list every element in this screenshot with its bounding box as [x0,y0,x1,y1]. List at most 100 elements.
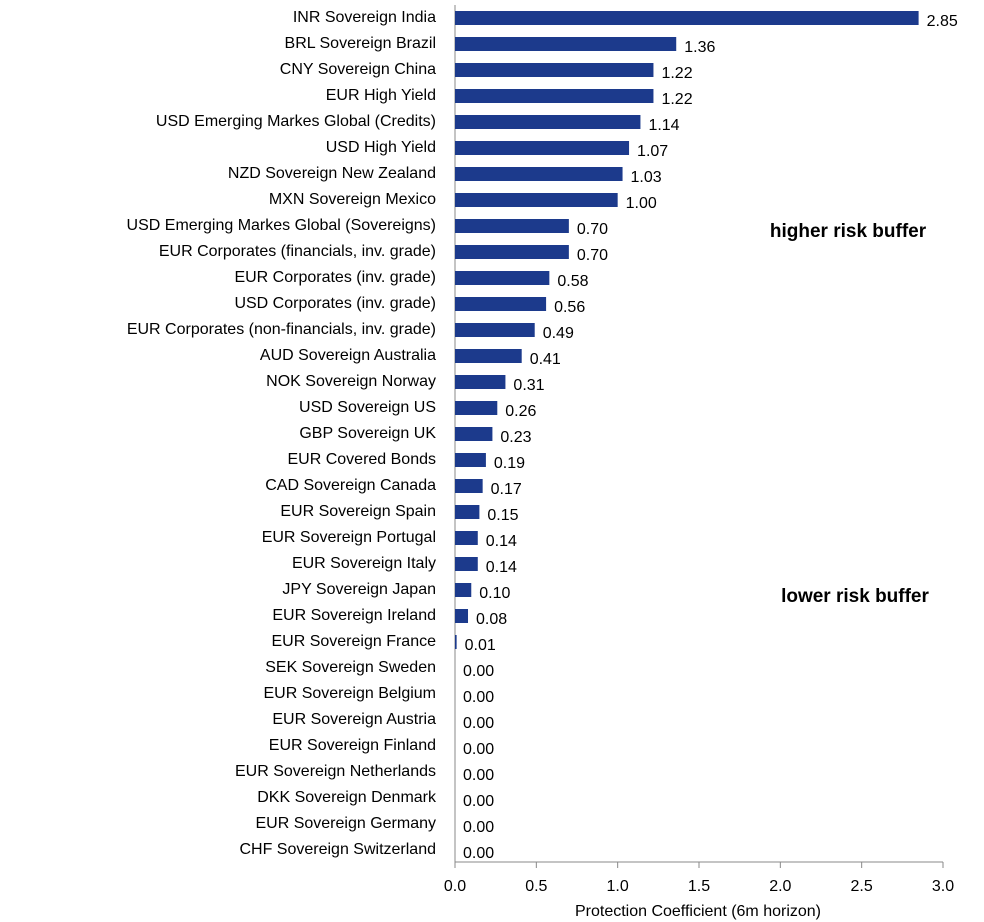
bar [455,245,569,259]
value-label: 0.00 [463,819,494,836]
bar [455,141,630,155]
value-label: 0.70 [577,247,608,264]
y-tick-label: NZD Sovereign New Zealand [228,165,436,182]
bar [455,63,654,77]
bar [455,427,493,441]
value-label: 0.70 [577,221,608,238]
y-tick-label: INR Sovereign India [293,9,436,26]
x-tick-label: 0.5 [525,878,547,895]
value-label: 0.00 [463,793,494,810]
bar [455,635,457,649]
y-tick-label: USD High Yield [326,139,436,156]
y-tick-label: MXN Sovereign Mexico [269,191,436,208]
y-tick-label: GBP Sovereign UK [299,425,436,442]
y-tick-label: USD Sovereign US [299,399,436,416]
y-tick-label: EUR Sovereign Spain [280,503,436,520]
value-label: 0.14 [486,533,517,550]
y-tick-label: NOK Sovereign Norway [266,373,436,390]
y-tick-label: CNY Sovereign China [280,61,436,78]
y-tick-label: USD Emerging Markes Global (Credits) [156,113,436,130]
y-tick-label: EUR Sovereign Finland [269,737,436,754]
x-tick-label: 1.0 [607,878,629,895]
bar [455,375,506,389]
y-tick-label: USD Corporates (inv. grade) [234,295,436,312]
bar [455,505,480,519]
value-label: 1.03 [631,169,662,186]
x-tick-label: 3.0 [932,878,954,895]
value-label: 0.58 [557,273,588,290]
value-label: 0.26 [505,403,536,420]
annotation: higher risk buffer [770,221,927,242]
y-tick-label: EUR Sovereign Netherlands [235,763,436,780]
value-label: 0.01 [465,637,496,654]
y-tick-label: EUR Sovereign Austria [272,711,436,728]
y-tick-label: EUR Sovereign Germany [255,815,436,832]
bar [455,557,478,571]
y-tick-label: DKK Sovereign Denmark [257,789,437,806]
value-label: 1.14 [648,117,679,134]
x-tick-label: 0.0 [444,878,466,895]
value-label: 0.14 [486,559,517,576]
bar [455,349,522,363]
y-tick-label: EUR Sovereign Belgium [263,685,436,702]
y-tick-label: EUR High Yield [326,87,436,104]
value-label: 1.07 [637,143,668,160]
bar [455,193,618,207]
y-tick-label: EUR Sovereign Ireland [272,607,436,624]
y-tick-label: AUD Sovereign Australia [260,347,436,364]
value-label: 0.08 [476,611,507,628]
value-label: 0.00 [463,767,494,784]
bar [455,11,919,25]
value-label: 0.15 [487,507,518,524]
bar [455,323,535,337]
bar [455,219,569,233]
value-label: 1.00 [626,195,657,212]
y-tick-label: EUR Sovereign France [271,633,436,650]
x-axis-label: Protection Coefficient (6m horizon) [575,903,821,920]
x-tick-label: 2.0 [769,878,791,895]
bar [455,479,483,493]
value-label: 0.56 [554,299,585,316]
y-tick-label: CHF Sovereign Switzerland [239,841,436,858]
bar [455,115,641,129]
value-label: 0.00 [463,715,494,732]
y-tick-label: CAD Sovereign Canada [265,477,436,494]
value-label: 0.41 [530,351,561,368]
y-tick-label: EUR Sovereign Italy [292,555,436,572]
value-label: 0.19 [494,455,525,472]
bar [455,167,623,181]
y-tick-label: EUR Corporates (inv. grade) [234,269,436,286]
value-label: 0.10 [479,585,510,602]
value-label: 0.23 [500,429,531,446]
value-label: 1.36 [684,39,715,56]
bar [455,89,654,103]
value-label: 0.00 [463,741,494,758]
y-tick-label: EUR Corporates (non-financials, inv. gra… [127,321,436,338]
bar [455,583,472,597]
y-tick-label: EUR Corporates (financials, inv. grade) [159,243,436,260]
bar [455,609,469,623]
annotation: lower risk buffer [781,586,929,607]
value-label: 0.31 [513,377,544,394]
bar [455,37,677,51]
bar [455,531,478,545]
value-label: 0.49 [543,325,574,342]
value-label: 0.00 [463,689,494,706]
bar [455,271,550,285]
y-tick-label: EUR Covered Bonds [287,451,436,468]
x-tick-label: 1.5 [688,878,710,895]
y-tick-label: SEK Sovereign Sweden [265,659,436,676]
value-label: 2.85 [927,13,958,30]
value-label: 0.00 [463,663,494,680]
y-tick-label: BRL Sovereign Brazil [285,35,436,52]
value-label: 0.00 [463,845,494,862]
value-label: 1.22 [661,91,692,108]
bar [455,297,547,311]
bar [455,453,486,467]
y-tick-label: JPY Sovereign Japan [282,581,436,598]
bar [455,401,498,415]
x-tick-label: 2.5 [851,878,873,895]
value-label: 1.22 [661,65,692,82]
